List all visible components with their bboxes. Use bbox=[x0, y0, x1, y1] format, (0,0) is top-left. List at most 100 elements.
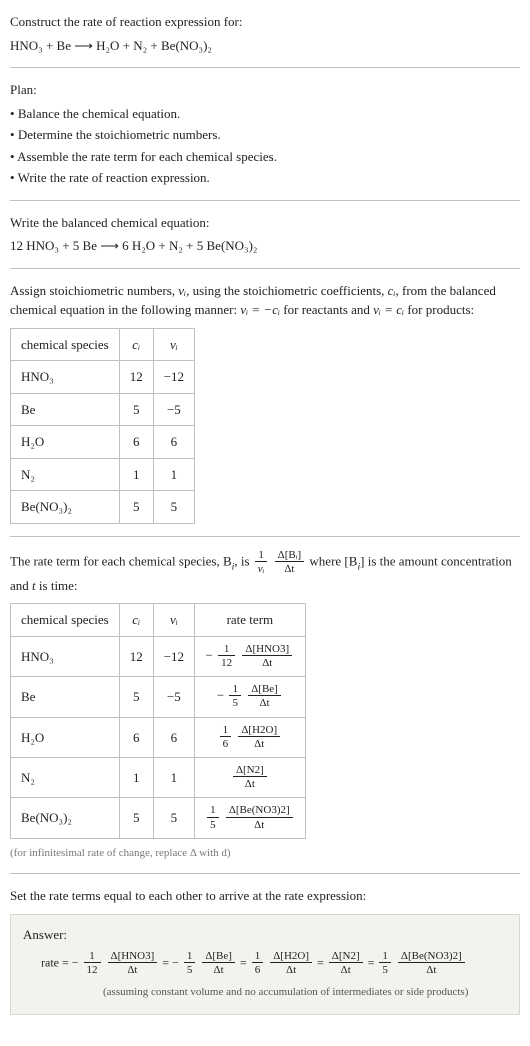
rate-term-cell: − 112 Δ[HNO3]Δt bbox=[195, 636, 306, 676]
plan-title: Plan: bbox=[10, 80, 520, 100]
num: Δ[Be(NO3)2] bbox=[226, 804, 293, 817]
plan-item: • Write the rate of reaction expression. bbox=[10, 168, 520, 188]
den: Δt bbox=[270, 963, 312, 977]
text: The rate term for each chemical species,… bbox=[10, 553, 232, 568]
num: 1 bbox=[84, 950, 101, 963]
frac: 15 bbox=[184, 950, 196, 977]
frac: 16 bbox=[220, 724, 232, 751]
cell: 5 bbox=[119, 677, 153, 717]
col-header: cᵢ bbox=[119, 604, 153, 637]
num: 1 bbox=[184, 950, 196, 963]
frac: 15 bbox=[229, 683, 241, 710]
cell: Be bbox=[11, 677, 120, 717]
cell: 5 bbox=[153, 491, 194, 524]
table-row: N₂11 bbox=[11, 458, 195, 491]
plan-item: • Balance the chemical equation. bbox=[10, 104, 520, 124]
table-header-row: chemical species cᵢ νᵢ bbox=[11, 328, 195, 361]
page: Construct the rate of reaction expressio… bbox=[0, 0, 530, 1035]
frac: Δ[Be(NO3)2]Δt bbox=[398, 950, 465, 977]
den: Δt bbox=[248, 696, 281, 710]
num: 1 bbox=[229, 683, 241, 696]
rate-term-cell: 16 Δ[H2O]Δt bbox=[195, 717, 306, 757]
cell: 1 bbox=[153, 758, 194, 798]
num: 1 bbox=[379, 950, 391, 963]
plan-item-text: Write the rate of reaction expression. bbox=[18, 170, 210, 185]
col-header: cᵢ bbox=[119, 328, 153, 361]
frac: 112 bbox=[84, 950, 101, 977]
rate-expression: rate = − 112 Δ[HNO3]Δt = − 15 Δ[Be]Δt = … bbox=[41, 950, 507, 977]
den: 5 bbox=[207, 818, 219, 832]
cell: N₂ bbox=[11, 758, 120, 798]
frac: Δ[N2]Δt bbox=[233, 764, 267, 791]
den: Δt bbox=[108, 963, 158, 977]
nu-i: νᵢ bbox=[178, 283, 186, 298]
frac: 16 bbox=[252, 950, 264, 977]
table-row: Be(NO₃)₂ 5 5 15 Δ[Be(NO3)2]Δt bbox=[11, 798, 306, 838]
plan-item: • Determine the stoichiometric numbers. bbox=[10, 125, 520, 145]
cell: 5 bbox=[119, 491, 153, 524]
cell: Be bbox=[11, 393, 120, 426]
num: 1 bbox=[220, 724, 232, 737]
table-row: Be 5 −5 − 15 Δ[Be]Δt bbox=[11, 677, 306, 717]
answer-note: (assuming constant volume and no accumul… bbox=[103, 984, 507, 1001]
frac: Δ[Be(NO3)2]Δt bbox=[226, 804, 293, 831]
divider bbox=[10, 268, 520, 269]
rate-term-cell: Δ[N2]Δt bbox=[195, 758, 306, 798]
plan-item-text: Determine the stoichiometric numbers. bbox=[18, 127, 221, 142]
cell: 6 bbox=[119, 426, 153, 459]
cell: H₂O bbox=[11, 717, 120, 757]
den: Δt bbox=[275, 562, 305, 576]
text: where [B bbox=[309, 553, 357, 568]
infinitesimal-note: (for infinitesimal rate of change, repla… bbox=[10, 845, 520, 862]
cell: 12 bbox=[119, 636, 153, 676]
den: Δt bbox=[226, 818, 293, 832]
frac: Δ[HNO3]Δt bbox=[242, 643, 292, 670]
divider bbox=[10, 67, 520, 68]
den: Δt bbox=[329, 963, 363, 977]
frac: 1νᵢ bbox=[255, 549, 268, 576]
den: 6 bbox=[252, 963, 264, 977]
plan-item-text: Balance the chemical equation. bbox=[18, 106, 180, 121]
num: Δ[HNO3] bbox=[108, 950, 158, 963]
num: Δ[N2] bbox=[329, 950, 363, 963]
den: Δt bbox=[238, 737, 280, 751]
den: Δt bbox=[242, 656, 292, 670]
cell: 5 bbox=[119, 393, 153, 426]
frac: 15 bbox=[207, 804, 219, 831]
rate-term-cell: − 15 Δ[Be]Δt bbox=[195, 677, 306, 717]
num: Δ[Be] bbox=[248, 683, 281, 696]
rate-term-table: chemical species cᵢ νᵢ rate term HNO₃ 12… bbox=[10, 603, 306, 838]
prompt: Construct the rate of reaction expressio… bbox=[10, 12, 520, 32]
num: Δ[Bᵢ] bbox=[275, 549, 305, 562]
frac: 15 bbox=[379, 950, 391, 977]
text: , is bbox=[234, 553, 252, 568]
num: Δ[H2O] bbox=[270, 950, 312, 963]
frac: Δ[HNO3]Δt bbox=[108, 950, 158, 977]
table-row: N₂ 1 1 Δ[N2]Δt bbox=[11, 758, 306, 798]
frac: Δ[N2]Δt bbox=[329, 950, 363, 977]
den: Δt bbox=[202, 963, 235, 977]
balanced-title: Write the balanced chemical equation: bbox=[10, 213, 520, 233]
cell: 12 bbox=[119, 361, 153, 394]
num: 1 bbox=[218, 643, 235, 656]
table-row: H₂O 6 6 16 Δ[H2O]Δt bbox=[11, 717, 306, 757]
final-line: Set the rate terms equal to each other t… bbox=[10, 886, 520, 906]
frac: 112 bbox=[218, 643, 235, 670]
cell: 1 bbox=[153, 458, 194, 491]
cell: 1 bbox=[119, 758, 153, 798]
rate-term-text: The rate term for each chemical species,… bbox=[10, 549, 520, 596]
lead: = − bbox=[162, 956, 179, 970]
unbalanced-equation: HNO₃ + Be ⟶ H₂O + N₂ + Be(NO₃)₂ bbox=[10, 36, 520, 56]
den: Δt bbox=[233, 777, 267, 791]
cell: Be(NO₃)₂ bbox=[11, 491, 120, 524]
cell: 6 bbox=[119, 717, 153, 757]
cell: −12 bbox=[153, 636, 194, 676]
frac: Δ[H2O]Δt bbox=[270, 950, 312, 977]
den: νᵢ bbox=[255, 562, 268, 576]
text: Assign stoichiometric numbers, bbox=[10, 283, 178, 298]
lead: = bbox=[317, 956, 327, 970]
cell: H₂O bbox=[11, 426, 120, 459]
num: 1 bbox=[255, 549, 268, 562]
lead: = bbox=[368, 956, 378, 970]
den: 6 bbox=[220, 737, 232, 751]
